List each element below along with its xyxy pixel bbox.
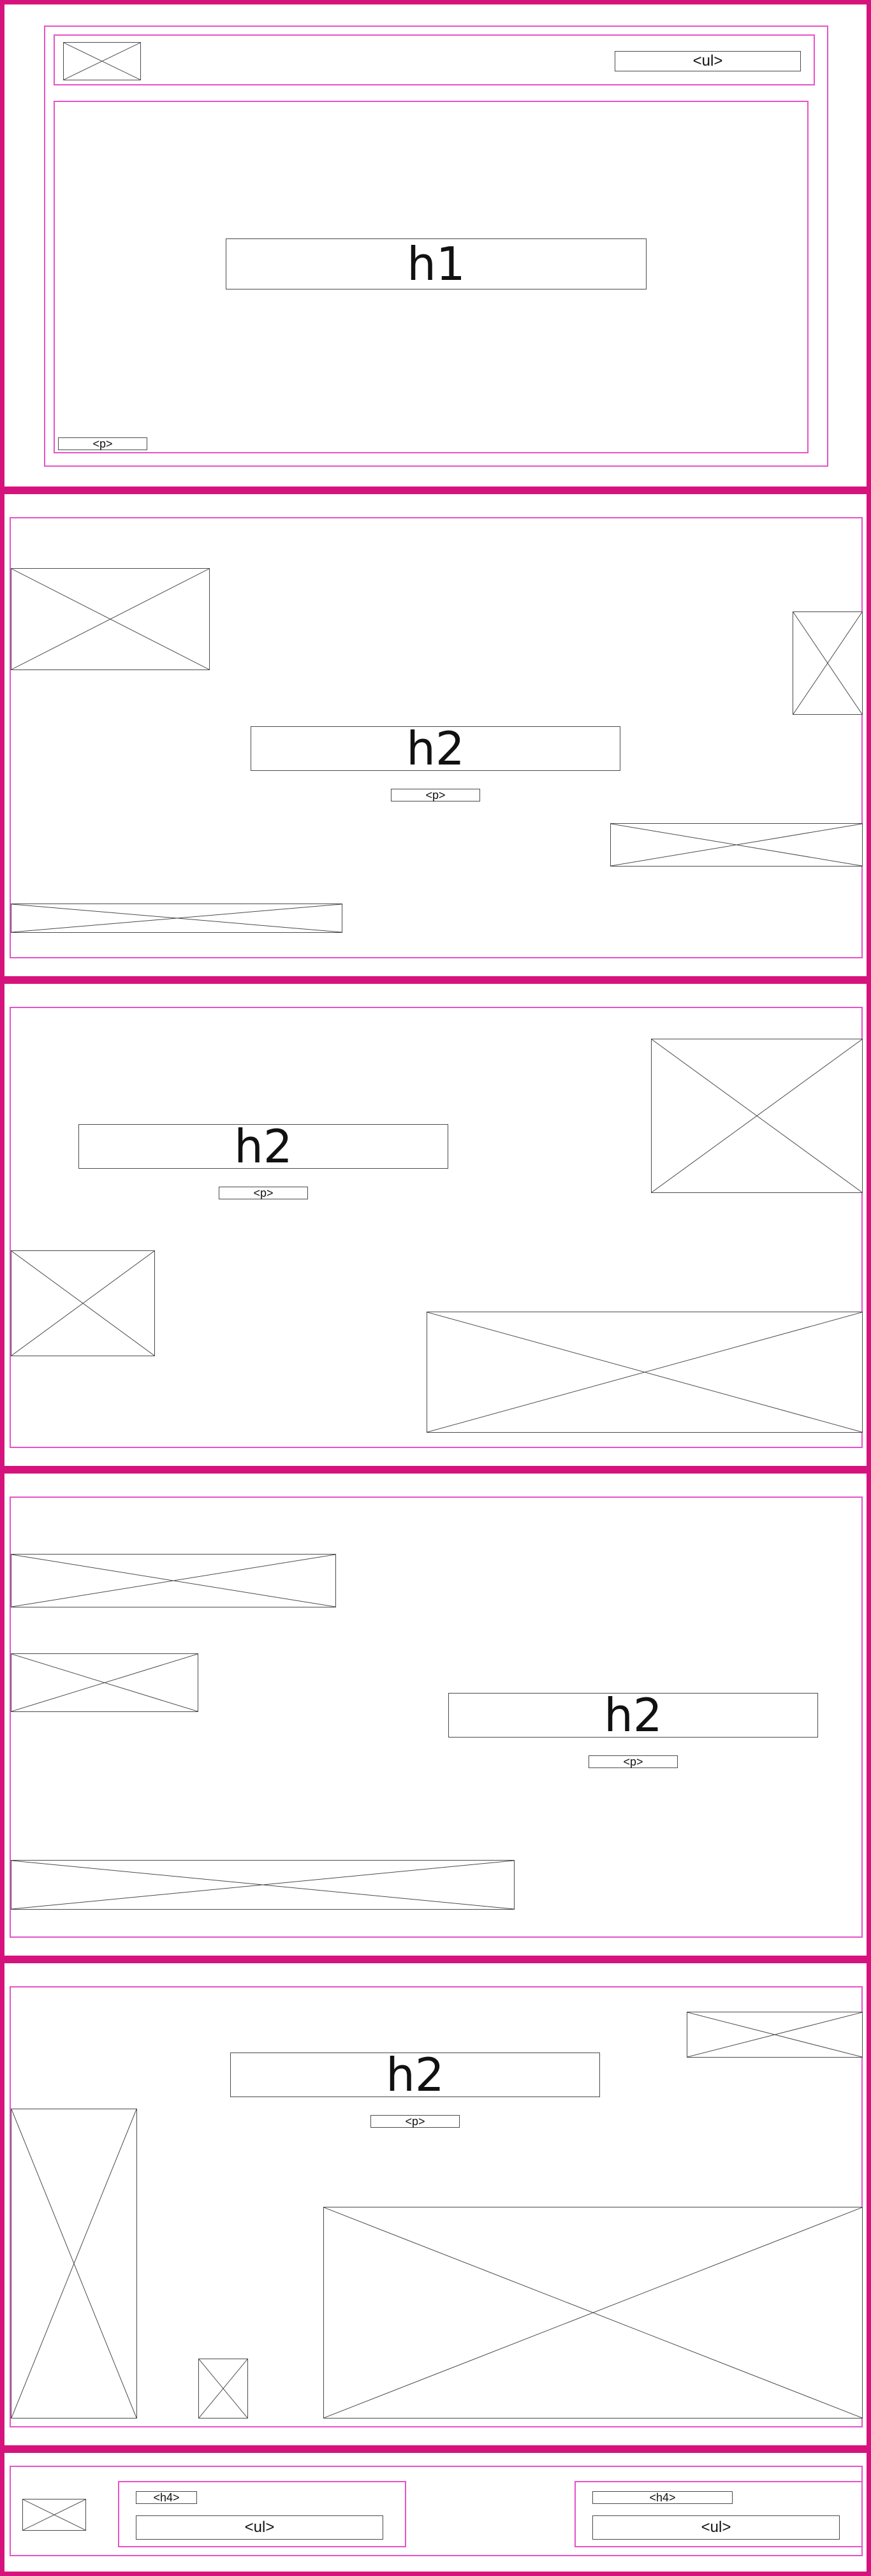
section-4-container: h2 <p> [10, 1986, 863, 2427]
image-placeholder [11, 568, 210, 670]
footer-column-2: <h4> <ul> [575, 2481, 863, 2547]
section-heading: h2 [251, 722, 620, 775]
section-paragraph: <p> [370, 2115, 460, 2128]
section-1-container: h2 <p> [10, 517, 863, 958]
image-placeholder [610, 823, 863, 867]
image-placeholder [11, 1860, 515, 1910]
image-placeholder [323, 2207, 863, 2419]
image-placeholder [11, 2109, 137, 2419]
hero-section: <ul> h1 <p> [0, 0, 871, 491]
section-3-container: h2 <p> [10, 1497, 863, 1938]
image-placeholder [427, 1312, 863, 1433]
footer-column-1: <h4> <ul> [118, 2481, 406, 2547]
image-placeholder [11, 1554, 336, 1607]
image-placeholder [687, 2012, 863, 2058]
section-2-container: h2 <p> [10, 1007, 863, 1448]
hero-paragraph: <p> [58, 437, 147, 450]
footer-section: <h4> <ul> <h4> <ul> [0, 2448, 871, 2576]
hero-banner: h1 <p> [54, 101, 809, 453]
content-section-4: h2 <p> [0, 1959, 871, 2450]
image-placeholder [793, 611, 863, 715]
footer-logo-placeholder[interactable] [22, 2499, 86, 2531]
hero-container: <ul> h1 <p> [44, 26, 828, 467]
image-placeholder [11, 904, 342, 933]
image-placeholder [11, 1653, 198, 1712]
section-heading: h2 [230, 2048, 600, 2102]
footer-column-heading: <h4> [592, 2491, 733, 2504]
image-placeholder [11, 1250, 155, 1356]
content-section-2: h2 <p> [0, 979, 871, 1470]
footer-column-heading: <h4> [136, 2491, 197, 2504]
hero-title: h1 [226, 237, 647, 291]
section-heading: h2 [448, 1688, 818, 1742]
image-placeholder [651, 1039, 863, 1193]
image-placeholder [198, 2359, 248, 2419]
footer-column-list[interactable]: <ul> [592, 2515, 840, 2540]
content-section-1: h2 <p> [0, 490, 871, 981]
footer-container: <h4> <ul> <h4> <ul> [10, 2466, 863, 2556]
logo-image-placeholder[interactable] [63, 42, 141, 80]
top-nav-bar: <ul> [54, 34, 815, 85]
nav-list[interactable]: <ul> [615, 51, 801, 71]
section-heading: h2 [78, 1120, 448, 1173]
section-paragraph: <p> [219, 1187, 308, 1199]
content-section-3: h2 <p> [0, 1469, 871, 1960]
section-paragraph: <p> [589, 1755, 678, 1768]
section-paragraph: <p> [391, 789, 480, 801]
footer-column-list[interactable]: <ul> [136, 2515, 383, 2540]
